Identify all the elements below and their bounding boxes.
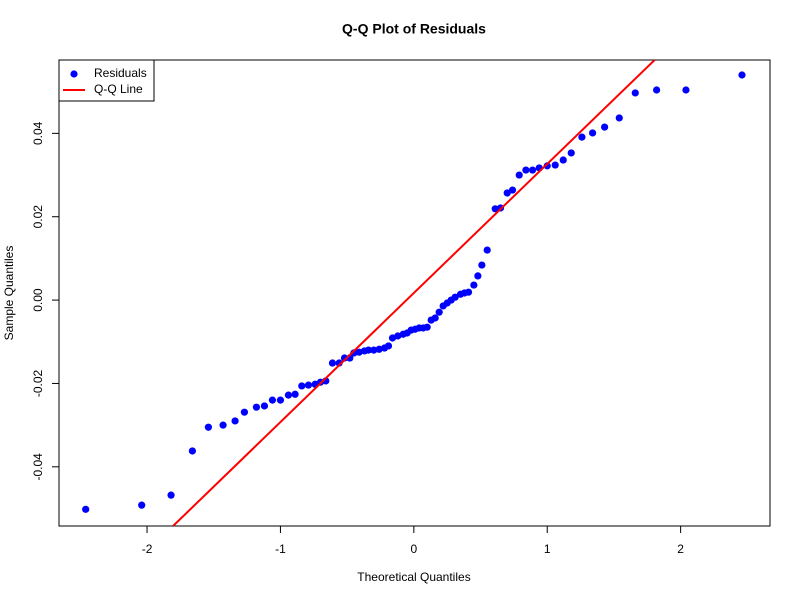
point bbox=[631, 89, 639, 97]
point bbox=[423, 323, 431, 331]
point bbox=[483, 246, 491, 254]
point bbox=[503, 189, 511, 197]
point bbox=[478, 261, 486, 269]
point bbox=[551, 161, 559, 169]
x-tick-label: 1 bbox=[544, 542, 551, 556]
point bbox=[268, 396, 277, 404]
point bbox=[543, 162, 551, 170]
point bbox=[431, 314, 439, 322]
point bbox=[284, 391, 293, 399]
x-tick-label: -1 bbox=[275, 542, 286, 556]
y-tick-label: 0.04 bbox=[31, 121, 45, 145]
point bbox=[138, 501, 146, 509]
y-tick-label: 0.02 bbox=[31, 205, 45, 229]
point bbox=[600, 123, 609, 131]
x-tick-label: -2 bbox=[142, 542, 153, 556]
chart-title: Q-Q Plot of Residuals bbox=[342, 21, 486, 37]
x-tick-label: 0 bbox=[410, 542, 417, 556]
point bbox=[276, 396, 285, 404]
point bbox=[464, 288, 473, 296]
point bbox=[204, 423, 213, 431]
point bbox=[508, 186, 517, 194]
point bbox=[167, 491, 175, 499]
plot-area bbox=[82, 60, 746, 526]
point bbox=[588, 129, 597, 137]
point bbox=[340, 354, 349, 362]
point bbox=[364, 346, 373, 354]
point bbox=[328, 359, 337, 367]
x-axis-label: Theoretical Quantiles bbox=[357, 570, 470, 584]
legend-label: Residuals bbox=[94, 66, 147, 80]
y-tick-label: -0.04 bbox=[31, 453, 45, 481]
point bbox=[260, 402, 269, 410]
point bbox=[615, 114, 623, 122]
point bbox=[470, 281, 478, 289]
legend-point bbox=[70, 70, 78, 78]
point bbox=[82, 505, 90, 513]
qq-line bbox=[172, 60, 656, 526]
y-tick-label: -0.02 bbox=[31, 369, 45, 397]
point bbox=[559, 156, 567, 164]
point bbox=[653, 86, 661, 94]
point bbox=[252, 403, 261, 411]
point bbox=[522, 166, 530, 174]
y-axis-label: Sample Quantiles bbox=[2, 246, 16, 341]
plot-frame bbox=[58, 59, 771, 527]
point bbox=[384, 342, 393, 350]
point bbox=[578, 133, 586, 141]
point bbox=[528, 166, 537, 174]
point bbox=[515, 171, 523, 179]
point bbox=[188, 447, 196, 455]
point bbox=[298, 382, 306, 390]
point bbox=[451, 293, 459, 301]
point bbox=[738, 71, 746, 79]
point bbox=[474, 272, 482, 280]
point bbox=[304, 381, 313, 389]
point bbox=[231, 417, 239, 425]
point bbox=[240, 408, 249, 416]
point bbox=[682, 86, 690, 94]
y-tick-label: 0.00 bbox=[31, 288, 45, 312]
point bbox=[370, 346, 378, 354]
point bbox=[291, 390, 299, 398]
point bbox=[350, 349, 358, 357]
legend-label: Q-Q Line bbox=[94, 82, 143, 96]
point bbox=[219, 421, 227, 429]
point bbox=[491, 205, 499, 213]
point bbox=[567, 149, 575, 157]
legend-box bbox=[58, 59, 155, 102]
x-tick-label: 2 bbox=[677, 542, 684, 556]
point bbox=[435, 308, 443, 316]
